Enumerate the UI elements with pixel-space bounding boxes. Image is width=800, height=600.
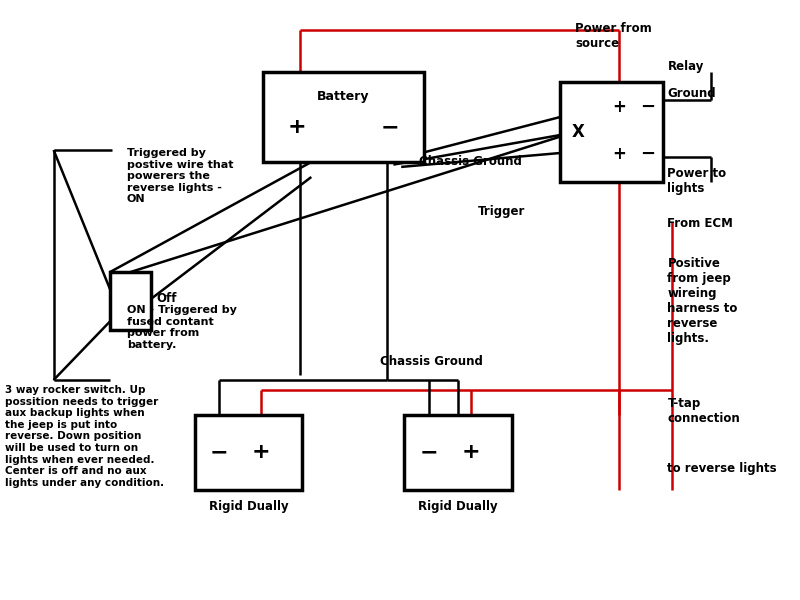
Text: Positive
from jeep
wireing
harness to
reverse
lights.: Positive from jeep wireing harness to re… [667,257,738,345]
Text: Rigid Dually: Rigid Dually [209,500,288,513]
Text: T-tap
connection: T-tap connection [667,397,740,425]
Text: Relay: Relay [667,60,704,73]
Text: From ECM: From ECM [667,217,734,230]
Bar [195,415,302,490]
Bar [404,415,511,490]
Text: Off: Off [157,292,178,305]
Text: −: − [419,442,438,462]
Text: 3 way rocker switch. Up
possition needs to trigger
aux backup lights when
the je: 3 way rocker switch. Up possition needs … [5,385,164,488]
Text: ON - Triggered by
fused contant
power from
battery.: ON - Triggered by fused contant power fr… [126,305,237,350]
Text: Triggered by
postive wire that
powerers the
reverse lights -
ON: Triggered by postive wire that powerers … [126,148,233,205]
Text: −: − [210,442,229,462]
Bar [560,82,662,182]
Text: Battery: Battery [318,90,370,103]
Text: X: X [571,123,584,141]
Text: Ground: Ground [667,87,716,100]
Text: Power from
source: Power from source [575,22,652,50]
Text: +: + [612,98,626,116]
Text: +: + [252,442,270,462]
Text: Power to
lights: Power to lights [667,167,726,195]
Text: −: − [640,145,655,163]
Text: Rigid Dually: Rigid Dually [418,500,498,513]
Text: Trigger: Trigger [478,205,525,218]
Text: Chassis Ground: Chassis Ground [380,355,483,368]
Text: Chassis Ground: Chassis Ground [419,155,522,168]
Text: −: − [640,98,655,116]
Bar [110,272,151,330]
Text: +: + [462,442,480,462]
Text: +: + [288,117,306,137]
Text: to reverse lights: to reverse lights [667,462,777,475]
Bar [263,72,424,162]
Text: −: − [381,117,399,137]
Text: +: + [612,145,626,163]
